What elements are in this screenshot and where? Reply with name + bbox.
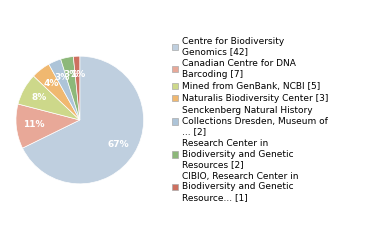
Text: 8%: 8% — [32, 93, 47, 102]
Wedge shape — [16, 104, 80, 148]
Legend: Centre for Biodiversity
Genomics [42], Canadian Centre for DNA
Barcoding [7], Mi: Centre for Biodiversity Genomics [42], C… — [172, 37, 328, 202]
Text: 11%: 11% — [23, 120, 45, 129]
Wedge shape — [22, 56, 144, 184]
Text: 3%: 3% — [54, 73, 69, 82]
Wedge shape — [61, 56, 80, 120]
Text: 3%: 3% — [63, 71, 78, 79]
Text: 4%: 4% — [44, 79, 59, 88]
Wedge shape — [73, 56, 80, 120]
Wedge shape — [33, 64, 80, 120]
Wedge shape — [18, 76, 80, 120]
Text: 67%: 67% — [108, 140, 130, 149]
Wedge shape — [49, 59, 80, 120]
Text: 1%: 1% — [70, 70, 85, 78]
